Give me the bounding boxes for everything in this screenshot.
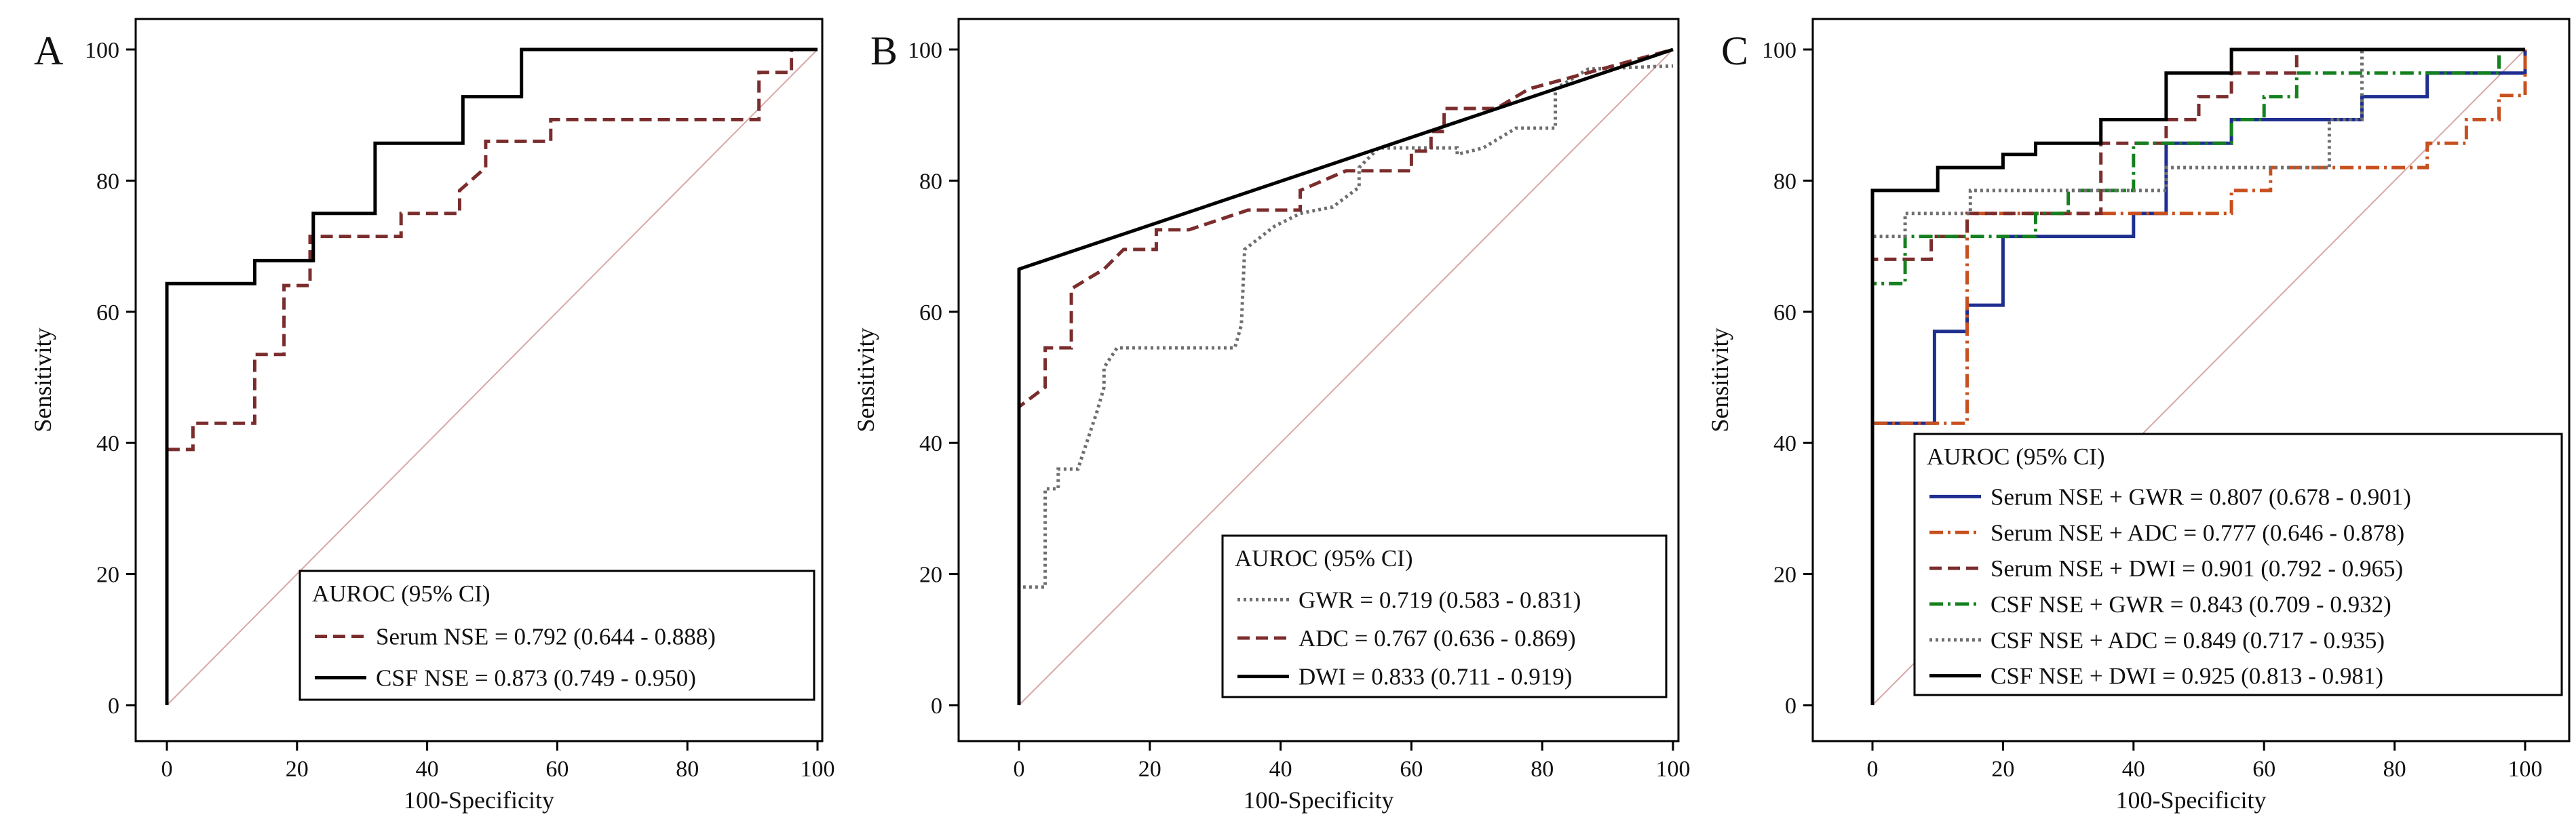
legend-box — [299, 570, 815, 701]
y-tick-label: 20 — [1773, 563, 1796, 588]
panel-letter: A — [34, 28, 63, 73]
x-tick-label: 80 — [1531, 757, 1554, 782]
x-tick-label: 20 — [286, 757, 309, 782]
x-tick-label: 100 — [801, 757, 835, 782]
roc-curve-solid — [1870, 47, 2525, 705]
y-tick-label: 80 — [1773, 169, 1796, 194]
reference-diagonal — [1018, 49, 1674, 706]
legend-entry: ADC = 0.767 (0.636 - 0.869) — [1299, 625, 1576, 652]
y-axis-label: Sensitivity — [29, 327, 56, 432]
y-tick-label: 20 — [96, 563, 119, 588]
legend: AUROC (95% CI) Serum NSE + GWR = 0.807 (0… — [1913, 433, 2563, 696]
legend-title: AUROC (95% CI) — [312, 580, 490, 607]
roc-curve-dotted — [1870, 47, 2525, 705]
roc-curve-dashed — [1017, 47, 1674, 705]
x-tick-label: 100 — [2508, 757, 2543, 782]
x-tick-label: 0 — [1867, 757, 1879, 782]
y-tick-label: 100 — [1762, 38, 1796, 63]
legend-box — [1913, 433, 2563, 696]
legend-entry: CSF NSE = 0.873 (0.749 - 0.950) — [376, 665, 696, 692]
plot-frame — [1811, 18, 2571, 742]
y-tick-label: 40 — [96, 431, 119, 456]
chart-panel-b: B 0 20 40 60 80 100 0 20 40 60 80 100 100-Specificity… — [852, 18, 1691, 814]
x-tick-label: 80 — [2383, 757, 2406, 782]
legend-title: AUROC (95% CI) — [1235, 545, 1412, 572]
x-axis-label: 100-Specificity — [2116, 787, 2267, 814]
x-tick-label: 40 — [416, 757, 439, 782]
chart-panel-c: C 0 20 40 60 80 100 0 20 40 60 80 100 100-Specificity… — [1706, 18, 2571, 814]
x-tick-label: 20 — [1991, 757, 2014, 782]
y-tick-label: 40 — [1773, 431, 1796, 456]
legend-box — [1221, 534, 1668, 698]
legend-entry: GWR = 0.719 (0.583 - 0.831) — [1299, 587, 1581, 613]
x-tick-label: 40 — [1269, 757, 1292, 782]
x-axis-label: 100-Specificity — [1244, 787, 1394, 814]
x-tick-label: 0 — [1014, 757, 1025, 782]
legend: AUROC (95% CI) Serum NSE = 0.792 (0.644 -… — [299, 570, 815, 701]
y-tick-label: 100 — [85, 38, 119, 63]
roc-curve-dashed — [1870, 47, 2525, 705]
legend-entry: Serum NSE + DWI = 0.901 (0.792 - 0.965) — [1991, 555, 2403, 582]
y-tick-label: 100 — [908, 38, 942, 63]
legend-entry: CSF NSE + DWI = 0.925 (0.813 - 0.981) — [1991, 663, 2383, 690]
y-axis-label: Sensitivity — [852, 327, 879, 432]
y-tick-label: 0 — [108, 694, 119, 719]
legend-title: AUROC (95% CI) — [1927, 443, 2104, 470]
y-tick-label: 60 — [1773, 300, 1796, 325]
roc-curve-dashed — [165, 47, 818, 705]
legend-entry: CSF NSE + ADC = 0.849 (0.717 - 0.935) — [1991, 627, 2385, 654]
y-tick-label: 60 — [919, 300, 942, 325]
panel-letter: C — [1721, 28, 1748, 73]
legend-entry: DWI = 0.833 (0.711 - 0.919) — [1299, 664, 1572, 690]
legend: AUROC (95% CI) GWR = 0.719 (0.583 - 0.831… — [1221, 534, 1668, 698]
y-tick-label: 80 — [96, 169, 119, 194]
x-axis-label: 100-Specificity — [404, 787, 554, 814]
y-tick-label: 0 — [1785, 694, 1796, 719]
y-tick-label: 40 — [919, 431, 942, 456]
y-tick-label: 0 — [931, 694, 942, 719]
panel-letter: B — [870, 28, 898, 73]
x-tick-label: 20 — [1138, 757, 1161, 782]
legend-entry: Serum NSE = 0.792 (0.644 - 0.888) — [376, 624, 716, 650]
x-tick-label: 0 — [161, 757, 173, 782]
x-tick-label: 60 — [2252, 757, 2275, 782]
y-tick-label: 20 — [919, 563, 942, 588]
legend-entry: Serum NSE + GWR = 0.807 (0.678 - 0.901) — [1991, 483, 2411, 510]
x-tick-label: 60 — [1400, 757, 1423, 782]
roc-curve-solid — [1870, 49, 2527, 705]
x-tick-label: 100 — [1656, 757, 1691, 782]
x-tick-label: 60 — [545, 757, 569, 782]
roc-curve-solid — [1017, 47, 1674, 705]
plot-frame — [134, 18, 824, 742]
y-tick-label: 80 — [919, 169, 942, 194]
y-tick-label: 60 — [96, 300, 119, 325]
chart-panel-a: A 0 20 40 60 80 100 0 20 40 60 80 100 100-Specificity… — [29, 18, 835, 814]
roc-curve-solid — [165, 47, 818, 705]
x-tick-label: 80 — [676, 757, 699, 782]
plot-frame — [957, 18, 1680, 742]
legend-entry: Serum NSE + ADC = 0.777 (0.646 - 0.878) — [1991, 519, 2404, 546]
legend-entry: CSF NSE + GWR = 0.843 (0.709 - 0.932) — [1991, 591, 2391, 618]
x-tick-label: 40 — [2122, 757, 2145, 782]
y-axis-label: Sensitivity — [1706, 327, 1733, 432]
reference-diagonal — [166, 49, 818, 706]
roc-curve-dotted — [1017, 64, 1674, 705]
